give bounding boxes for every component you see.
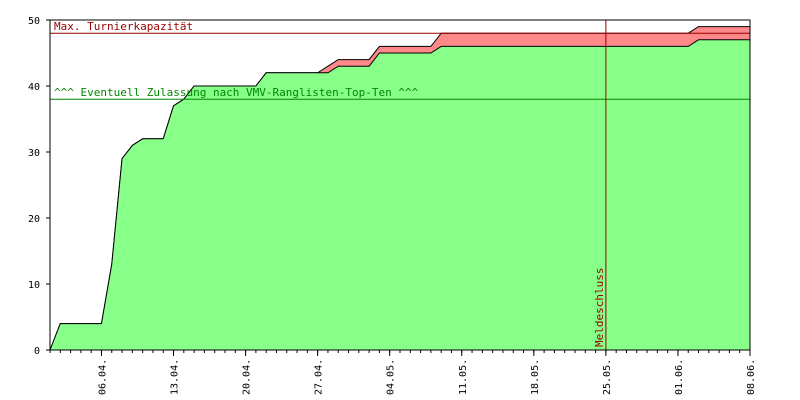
x-tick-label-8: 01.06. [674,359,685,395]
axes: 0 10 20 30 40 50 06.04. 13.04. 20.04. 27.04. 04.05… [28,16,757,395]
y-tick-label-0: 0 [34,346,40,357]
x-tick-label-3: 27.04. [314,359,325,395]
reference-lines: Max. Turnierkapazität ^^^ Eventuell Zulas… [50,20,750,350]
x-tick-label-1: 13.04. [170,359,181,395]
x-tick-label-7: 25.05. [602,359,613,395]
reference-label-1: ^^^ Eventuell Zulassung nach VMV-Ranglis… [54,86,419,99]
x-tick-label-4: 04.05. [386,359,397,395]
y-tick-label-3: 30 [28,148,40,159]
x-tick-label-5: 11.05. [458,359,469,395]
series-area-0 [50,39,750,351]
x-tick-label-6: 18.05. [530,359,541,395]
y-tick-label-2: 20 [28,214,40,225]
x-tick-label-0: 06.04. [97,359,108,395]
x-tick-label-9: 08.06. [746,359,757,395]
y-tick-label-4: 40 [28,82,40,93]
x-tick-label-2: 20.04. [242,359,253,395]
y-tick-label-1: 10 [28,280,40,291]
reference-label-0: Max. Turnierkapazität [54,20,193,33]
reference-label-2: Meldeschluss [593,268,606,347]
series-layer [49,26,750,351]
series-line-0 [49,39,750,351]
y-tick-label-5: 50 [28,16,40,27]
